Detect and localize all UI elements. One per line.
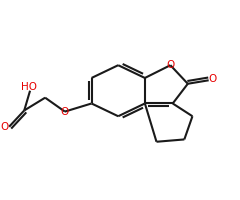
Text: O: O [1,122,9,132]
Text: O: O [166,60,174,70]
Text: HO: HO [21,82,37,92]
Text: O: O [61,107,69,117]
Text: O: O [209,74,217,84]
